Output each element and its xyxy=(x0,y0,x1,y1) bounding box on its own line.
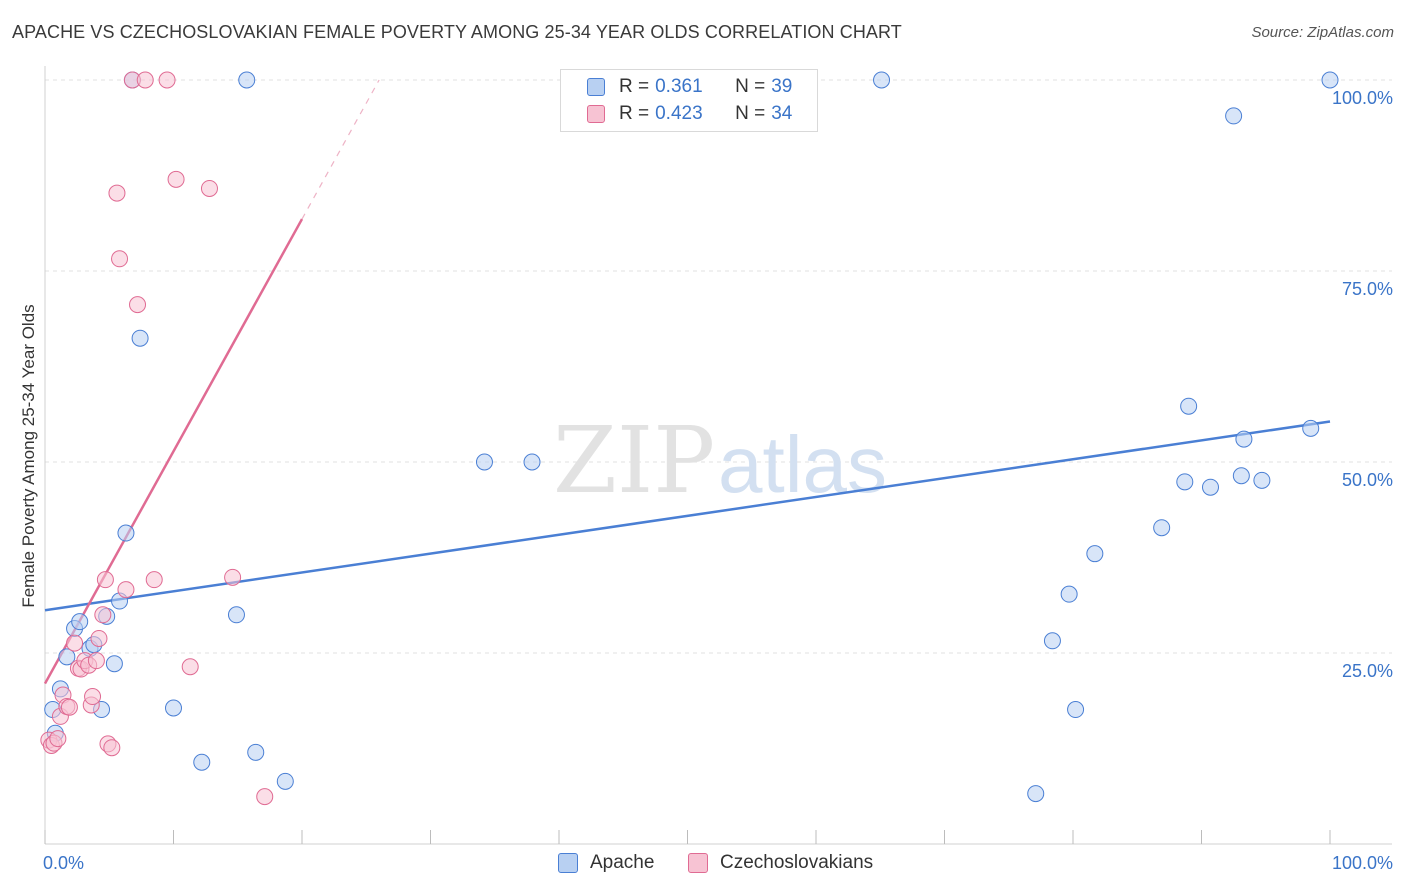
point-apache-26 xyxy=(1060,585,1078,603)
watermark: ZIP atlas xyxy=(553,407,887,514)
point-apache-18 xyxy=(238,71,256,89)
point-apache-36 xyxy=(1253,471,1271,489)
bottom-legend-apache: Apache xyxy=(558,852,654,874)
point-apache-24 xyxy=(1027,785,1045,803)
x-tick-label-0: 0.0% xyxy=(43,853,84,873)
legend-swatch-apache xyxy=(587,78,605,96)
legend-r-label: R = xyxy=(619,103,650,124)
point-apache-20 xyxy=(276,772,294,790)
point-apache-22 xyxy=(523,453,541,471)
point-apache-37 xyxy=(1302,419,1320,437)
point-apache-12 xyxy=(117,524,135,542)
point-czechoslovakians-14 xyxy=(84,688,102,706)
point-apache-23 xyxy=(873,71,891,89)
point-apache-5 xyxy=(71,613,89,631)
point-apache-28 xyxy=(1086,545,1104,563)
trend-line-czechoslovakians xyxy=(43,218,304,685)
legend-row-czechoslovakians: R = 0.423 N = 34 xyxy=(587,102,792,126)
watermark-atlas: atlas xyxy=(718,420,887,509)
legend-n-value: 34 xyxy=(771,103,793,124)
legend-r-value: 0.423 xyxy=(655,103,703,124)
legend-row-apache: R = 0.361 N = 39 xyxy=(587,75,792,99)
legend-n-label: N = xyxy=(735,103,766,124)
point-apache-32 xyxy=(1201,478,1219,496)
point-czechoslovakians-30 xyxy=(181,658,199,676)
point-apache-16 xyxy=(193,753,211,771)
watermark-zip: ZIP xyxy=(553,407,715,514)
y-tick-label-0: 25.0% xyxy=(1342,661,1393,681)
point-apache-31 xyxy=(1180,397,1198,415)
legend-n-value: 39 xyxy=(771,76,793,97)
point-apache-15 xyxy=(165,699,182,717)
legend-box: R = 0.361 N = 39 R = 0.423 N = 34 xyxy=(560,69,818,132)
bottom-legend-czechoslovakians: Czechoslovakians xyxy=(688,852,873,874)
point-czechoslovakians-18 xyxy=(96,571,114,589)
point-czechoslovakians-22 xyxy=(111,250,129,268)
trend-lines xyxy=(43,79,1331,685)
point-czechoslovakians-31 xyxy=(200,179,218,197)
y-tick-label-3: 100.0% xyxy=(1332,88,1393,108)
y-tick-label-1: 50.0% xyxy=(1342,470,1393,490)
point-czechoslovakians-8 xyxy=(66,634,84,652)
y-axis-label: Female Poverty Among 25-34 Year Olds xyxy=(19,304,38,607)
bottom-legend-label-apache: Apache xyxy=(590,852,655,873)
source-label: Source: ZipAtlas.com xyxy=(1251,24,1394,41)
chart-title: APACHE VS CZECHOSLOVAKIAN FEMALE POVERTY… xyxy=(12,22,902,42)
bottom-legend-swatch-czechoslovakians xyxy=(688,853,708,873)
point-apache-17 xyxy=(227,606,245,624)
x-tick-label-1: 100.0% xyxy=(1332,853,1393,873)
point-czechoslovakians-3 xyxy=(49,730,67,748)
point-apache-29 xyxy=(1153,519,1171,537)
point-czechoslovakians-33 xyxy=(256,788,274,806)
point-czechoslovakians-28 xyxy=(158,71,176,89)
legend-swatch-czechoslovakians xyxy=(587,105,605,123)
point-czechoslovakians-20 xyxy=(103,739,121,757)
legend-r-value: 0.361 xyxy=(655,76,703,97)
point-czechoslovakians-23 xyxy=(117,581,135,599)
point-apache-3 xyxy=(58,648,76,666)
point-czechoslovakians-32 xyxy=(224,568,242,586)
point-apache-10 xyxy=(105,655,123,673)
point-czechoslovakians-27 xyxy=(145,571,163,589)
point-czechoslovakians-7 xyxy=(60,698,78,716)
point-czechoslovakians-26 xyxy=(136,71,154,89)
point-czechoslovakians-25 xyxy=(129,296,147,314)
bottom-legend-swatch-apache xyxy=(558,853,578,873)
point-czechoslovakians-17 xyxy=(94,606,112,624)
trend-line-apache xyxy=(44,420,1331,612)
point-apache-19 xyxy=(247,743,265,761)
point-apache-35 xyxy=(1235,430,1253,448)
tick-labels: 25.0% 50.0% 75.0% 100.0% 0.0% 100.0% xyxy=(43,88,1393,873)
axes xyxy=(44,66,1392,845)
grid-lines xyxy=(45,79,1392,654)
point-apache-34 xyxy=(1232,467,1250,485)
bottom-legend-label-czechoslovakians: Czechoslovakians xyxy=(720,852,874,873)
point-apache-33 xyxy=(1225,107,1243,125)
trend-line-czechoslovakians-extension xyxy=(301,79,380,220)
point-czechoslovakians-16 xyxy=(90,629,108,647)
legend-n-label: N = xyxy=(735,76,766,97)
y-tick-label-2: 75.0% xyxy=(1342,279,1393,299)
legend-r-label: R = xyxy=(619,76,650,97)
point-apache-30 xyxy=(1176,473,1194,491)
data-points xyxy=(40,71,1339,806)
point-czechoslovakians-15 xyxy=(87,652,105,670)
point-apache-21 xyxy=(475,453,493,471)
point-czechoslovakians-21 xyxy=(108,184,126,202)
point-apache-38 xyxy=(1321,71,1339,89)
point-czechoslovakians-29 xyxy=(167,170,185,188)
point-apache-27 xyxy=(1067,701,1085,719)
bottom-legend: Apache Czechoslovakians xyxy=(0,852,1406,878)
point-apache-14 xyxy=(131,329,149,347)
point-apache-25 xyxy=(1043,632,1061,650)
